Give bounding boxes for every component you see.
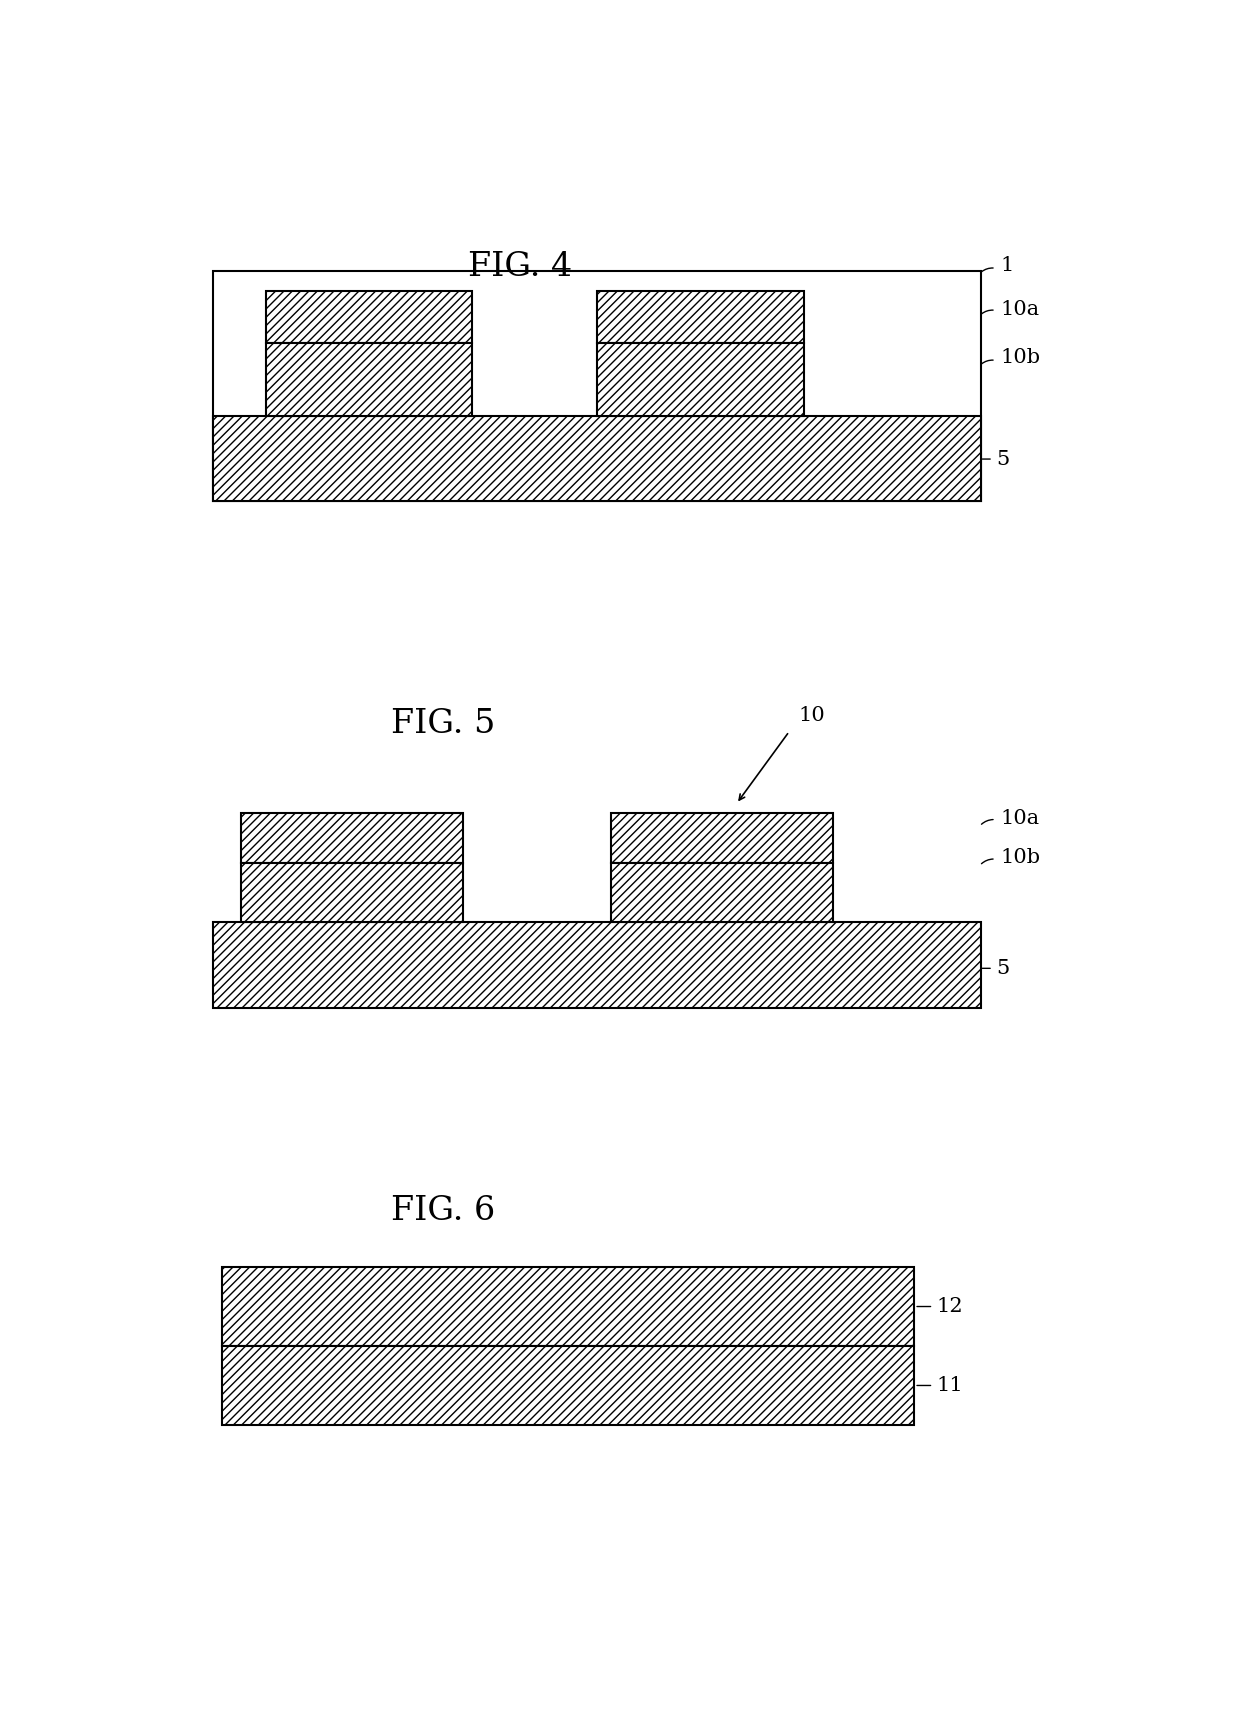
Text: 11: 11 (936, 1376, 963, 1395)
Text: 1: 1 (1001, 256, 1014, 275)
Text: 10b: 10b (1001, 349, 1040, 367)
Bar (213, 415, 982, 501)
Text: FIG. 4: FIG. 4 (469, 251, 572, 284)
Bar (242, 863, 463, 923)
Bar (242, 813, 463, 863)
Text: FIG. 6: FIG. 6 (391, 1195, 496, 1227)
Bar (596, 291, 804, 344)
Text: 5: 5 (996, 959, 1009, 978)
Text: 12: 12 (936, 1297, 963, 1316)
Bar (213, 923, 982, 1008)
Text: 10b: 10b (1001, 848, 1040, 866)
Bar (611, 863, 832, 923)
Bar (222, 1266, 914, 1347)
Bar (611, 813, 832, 863)
Bar (213, 272, 982, 501)
Bar (265, 291, 472, 344)
Text: 10a: 10a (1001, 808, 1040, 827)
Text: 10a: 10a (1001, 299, 1040, 318)
Bar (265, 344, 472, 415)
Text: 10: 10 (799, 706, 826, 725)
Bar (222, 1347, 914, 1425)
Bar (596, 344, 804, 415)
Text: FIG. 5: FIG. 5 (391, 708, 496, 740)
Text: 5: 5 (996, 449, 1009, 468)
